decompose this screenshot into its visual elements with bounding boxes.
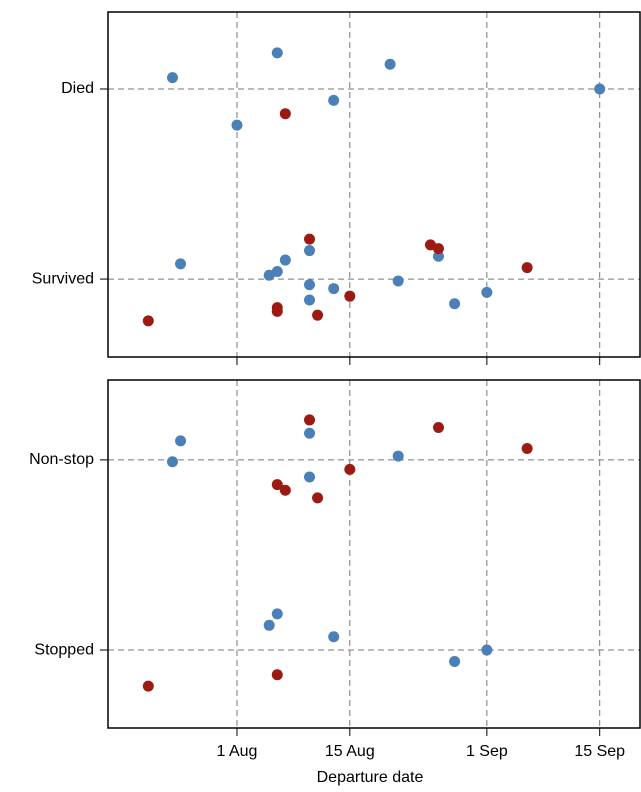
x-tick-label: 1 Sep (466, 743, 508, 760)
point (344, 290, 356, 302)
x-axis-label: Departure date (317, 769, 424, 786)
point (521, 442, 533, 454)
point (142, 680, 154, 692)
point (392, 450, 404, 462)
point (142, 315, 154, 327)
point (279, 484, 291, 496)
point (449, 655, 461, 667)
x-tick-label: 15 Aug (325, 743, 375, 760)
point (449, 298, 461, 310)
point (271, 265, 283, 277)
point (271, 47, 283, 59)
point (432, 243, 444, 255)
plot-frame (107, 11, 641, 358)
point (304, 427, 316, 439)
point (328, 94, 340, 106)
point (328, 631, 340, 643)
point (279, 254, 291, 266)
point (481, 286, 493, 298)
point (304, 471, 316, 483)
point (166, 456, 178, 468)
point (304, 414, 316, 426)
y-tick-label: Stopped (34, 641, 94, 658)
point (312, 309, 324, 321)
y-tick-label: Non-stop (29, 451, 94, 468)
point (271, 305, 283, 317)
plot-frame (107, 379, 641, 729)
point (384, 58, 396, 70)
point (279, 108, 291, 120)
point (432, 422, 444, 434)
point (521, 262, 533, 274)
point (481, 644, 493, 656)
point (432, 250, 444, 262)
point (312, 492, 324, 504)
point (271, 608, 283, 620)
x-tick-label: 1 Aug (217, 743, 258, 760)
point (304, 245, 316, 257)
x-tick-label: 15 Sep (574, 743, 625, 760)
point (392, 275, 404, 287)
point (175, 258, 187, 270)
y-tick-label: Died (61, 80, 94, 97)
point (166, 72, 178, 84)
point (231, 119, 243, 131)
point (175, 435, 187, 447)
point (328, 283, 340, 295)
point (271, 479, 283, 491)
point (304, 233, 316, 245)
point (344, 463, 356, 475)
point (263, 619, 275, 631)
point (304, 294, 316, 306)
point (304, 279, 316, 291)
point (594, 83, 606, 95)
y-tick-label: Survived (32, 270, 94, 287)
point (271, 669, 283, 681)
